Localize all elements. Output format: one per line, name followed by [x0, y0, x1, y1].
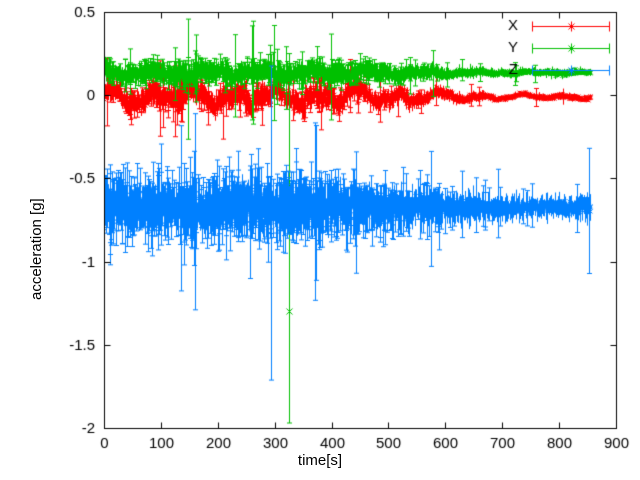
- x-axis-title: time[s]: [297, 452, 343, 469]
- y-axis-title: acceleration [g]: [28, 198, 45, 300]
